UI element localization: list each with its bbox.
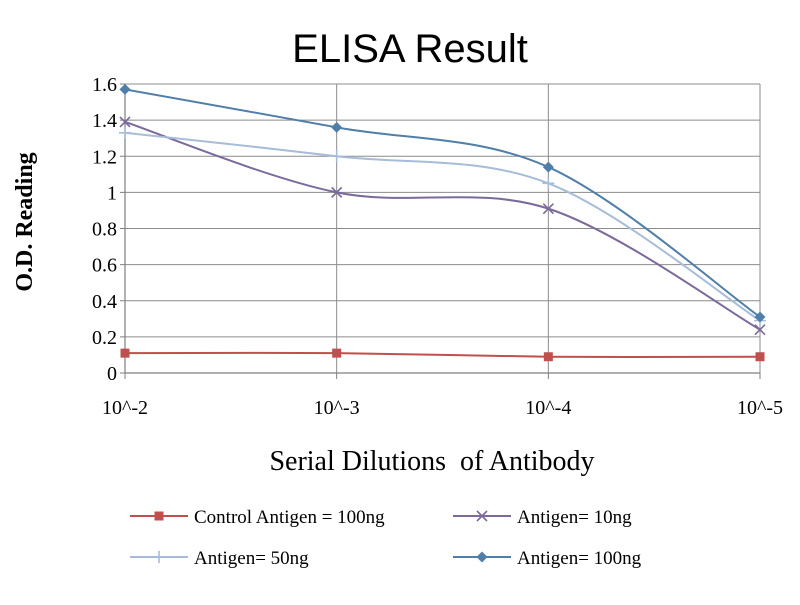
y-axis-label: O.D. Reading [12,152,38,291]
legend-label: Control Antigen = 100ng [194,507,385,528]
y-tick-label: 0.4 [92,291,117,313]
data-point [331,186,343,198]
x-tick-label: 10^-3 [314,397,360,419]
y-tick-label: 0.6 [92,255,117,277]
y-tick-label: 0 [107,363,117,385]
series-group [119,126,766,327]
data-point [754,324,766,336]
legend-item: Antigen= 50ng [130,548,309,569]
y-tick-label: 1.2 [92,146,117,168]
legend-marker [154,511,164,521]
legend-item: Antigen= 10ng [453,507,632,528]
x-tick-label: 10^-2 [102,397,148,419]
data-point [119,116,131,128]
series-line [124,88,761,318]
series-line [124,120,761,331]
legend-marker [153,551,165,563]
legend: Control Antigen = 100ng Antigen= 10ng Anti… [130,507,642,569]
legend-item: Control Antigen = 100ng [130,507,385,528]
data-point [120,348,130,358]
chart-title: ELISA Result [292,27,528,71]
data-point [542,203,554,215]
y-tick-label: 1.6 [92,74,117,96]
legend-marker [476,551,488,563]
series-line [124,131,761,322]
data-point [119,126,131,139]
data-point [542,161,554,173]
data-point [119,83,131,95]
data-point [543,352,553,362]
data-point [331,121,343,133]
legend-label: Antigen= 10ng [517,507,632,528]
series-group [119,83,766,323]
legend-item: Antigen= 100ng [453,548,642,569]
x-tick-label: 10^-4 [525,397,571,419]
legend-marker [476,510,488,522]
series-layer [119,83,766,362]
data-point [330,150,343,163]
axis-layer: 0 0.2 0.4 0.6 0.8 1 1.2 1.4 1.6 10^-2 10^-3 10^-4 10… [92,74,783,419]
data-point [332,348,342,358]
y-tick-label: 0.8 [92,219,117,241]
legend-label: Antigen= 100ng [517,548,642,569]
data-point [755,352,765,362]
x-tick-label: 10^-5 [737,397,783,419]
grid-layer [125,83,761,373]
series-group [119,116,766,336]
x-axis-label: Serial Dilutions of Antibody [269,446,594,477]
series-line [124,351,761,359]
data-point [542,177,555,190]
y-tick-label: 0.2 [92,327,117,349]
y-tick-label: 1.4 [92,110,117,132]
legend-label: Antigen= 50ng [194,548,309,569]
y-tick-label: 1 [107,182,117,204]
data-point [754,311,766,323]
series-group [120,348,765,362]
